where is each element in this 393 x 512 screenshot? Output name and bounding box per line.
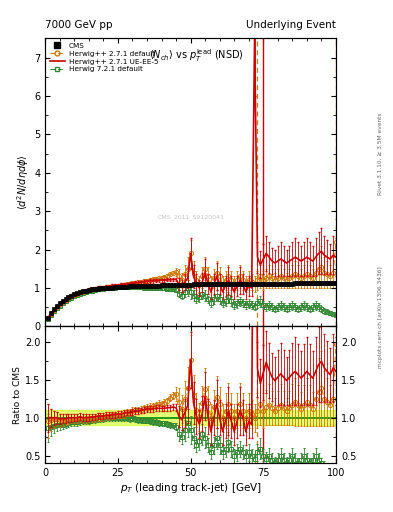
Bar <box>45 410 336 425</box>
Text: Underlying Event: Underlying Event <box>246 19 336 30</box>
Text: mcplots.cern.ch [arXiv:1306.3436]: mcplots.cern.ch [arXiv:1306.3436] <box>378 267 383 368</box>
Text: Rivet 3.1.10, ≥ 3.5M events: Rivet 3.1.10, ≥ 3.5M events <box>378 112 383 195</box>
Y-axis label: $\langle d^2 N/d\eta d\phi \rangle$: $\langle d^2 N/d\eta d\phi \rangle$ <box>15 155 31 210</box>
Legend: CMS, Herwig++ 2.7.1 default, Herwig++ 2.7.1 UE-EE-5, Herwig 7.2.1 default: CMS, Herwig++ 2.7.1 default, Herwig++ 2.… <box>48 41 160 74</box>
Y-axis label: Ratio to CMS: Ratio to CMS <box>13 366 22 424</box>
X-axis label: $p_T$ (leading track-jet) [GeV]: $p_T$ (leading track-jet) [GeV] <box>119 481 262 495</box>
Text: $\langle N_{ch}\rangle$ vs $p_T^{\rm lead}$ (NSD): $\langle N_{ch}\rangle$ vs $p_T^{\rm lea… <box>149 47 244 64</box>
Text: 7000 GeV pp: 7000 GeV pp <box>45 19 113 30</box>
Text: CMS_2011_S9120041: CMS_2011_S9120041 <box>157 214 224 220</box>
